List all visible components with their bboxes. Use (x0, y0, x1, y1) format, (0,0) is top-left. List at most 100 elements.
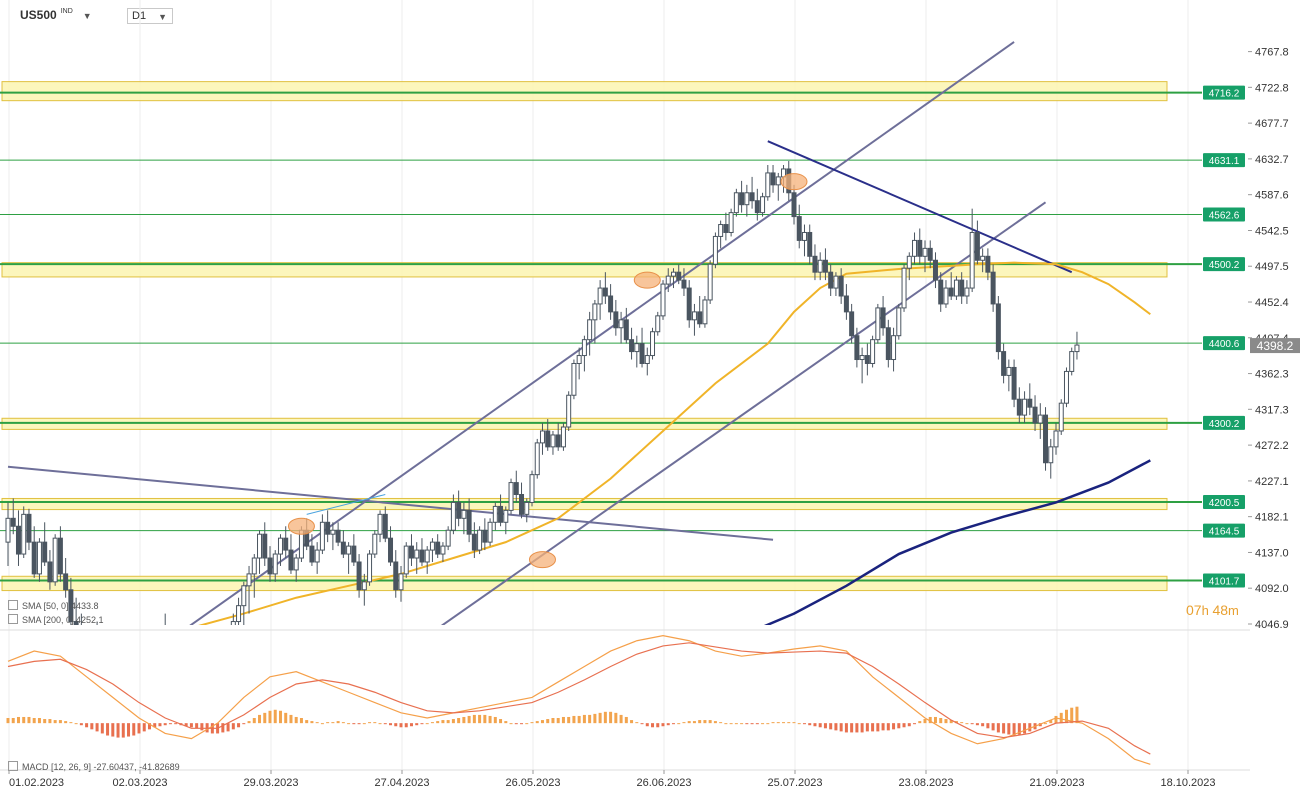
candle (1022, 391, 1028, 424)
candle (85, 637, 89, 677)
candle (550, 430, 556, 455)
candle-body (513, 482, 519, 495)
candle (634, 335, 640, 368)
macd-histogram-bar (530, 722, 534, 724)
candle (277, 534, 283, 566)
macd-histogram-bar (43, 719, 47, 724)
candle (854, 327, 860, 368)
chevron-down-icon: ▼ (158, 12, 168, 22)
macd-histogram-bar (839, 723, 843, 732)
trendline (306, 494, 386, 515)
candle (419, 538, 425, 566)
touch-marker (780, 173, 808, 191)
macd-histogram-bar (341, 722, 345, 724)
candle-body (681, 279, 687, 289)
level-badge-bg (1203, 573, 1245, 588)
candle-body (644, 355, 650, 364)
level-badge-label: 4400.6 (1209, 339, 1240, 350)
candle (503, 506, 509, 535)
symbol-selector[interactable]: US500 IND ▼ (20, 8, 92, 22)
candle (246, 565, 252, 614)
candle-body (330, 529, 336, 535)
macd-histogram-bar (671, 723, 675, 725)
macd-histogram-bar (64, 721, 68, 724)
candle-body (216, 665, 220, 681)
candle (424, 546, 430, 574)
candle (644, 347, 650, 376)
macd-histogram-bar (457, 718, 461, 724)
candle-body (461, 509, 467, 519)
level-badge-bg (1203, 415, 1245, 430)
timeframe-selector[interactable]: D1 ▼ (127, 8, 174, 24)
candle-body (424, 549, 430, 563)
candle (948, 272, 954, 300)
time-tick-label: 21.09.2023 (1029, 777, 1084, 789)
candle (5, 502, 11, 566)
candle-countdown: 07h 48m (1186, 602, 1239, 618)
level-badge-bg (1203, 153, 1245, 168)
candle-body (539, 430, 545, 444)
macd-histogram-bar (48, 719, 52, 724)
level-badge-4101.7: 4101.7 (1203, 573, 1245, 588)
level-badge-4631.1: 4631.1 (1203, 153, 1245, 168)
candle-body (15, 525, 21, 555)
candle-body (1032, 406, 1038, 424)
macd-legend-text: MACD [12, 26, 9] -27.60437, -41.82689 (22, 762, 180, 772)
candle (519, 482, 525, 519)
macd-histogram-bar (90, 723, 94, 730)
macd-histogram-bar (462, 716, 466, 724)
candle-body (707, 263, 713, 301)
candle (990, 264, 996, 312)
candle (739, 180, 745, 213)
candle (723, 212, 729, 241)
moving-averages (198, 261, 1151, 625)
macd-histogram-bar (761, 723, 765, 725)
candle (864, 343, 870, 376)
candle (42, 522, 48, 566)
timeframe-label: D1 (132, 10, 147, 22)
zone-4500.2 (1, 262, 1168, 278)
macd-histogram-bar (226, 723, 230, 732)
macd-histogram-bar (871, 723, 875, 732)
candle-body (665, 275, 671, 285)
candle (52, 534, 58, 586)
macd-histogram-bar (310, 721, 314, 724)
candle (210, 661, 214, 701)
macd-histogram-bar (326, 722, 330, 724)
level-badge-4164.5: 4164.5 (1203, 523, 1245, 538)
level-badge-bg (1203, 495, 1245, 510)
macd-histogram-bar (850, 723, 854, 733)
sma50-legend[interactable]: SMA [50, 0] 4433.8 (8, 600, 99, 611)
candle-body (1016, 398, 1022, 416)
candle-body (754, 200, 760, 214)
level-badge-label: 4300.2 (1209, 419, 1240, 430)
macd-histogram-bar (996, 723, 1000, 733)
candle-body (1074, 344, 1080, 353)
candle-body (948, 287, 954, 297)
macd-histogram-bar (687, 721, 691, 724)
candle (534, 438, 540, 479)
candle-body (346, 545, 352, 555)
macd-legend[interactable]: MACD [12, 26, 9] -27.60437, -41.82689 (8, 761, 180, 772)
candle (288, 534, 294, 574)
trendlines (7, 41, 1073, 625)
candle-body (854, 335, 860, 361)
sma50-legend-text: SMA [50, 0] 4433.8 (22, 601, 99, 611)
candle (111, 645, 115, 693)
sma200-legend[interactable]: SMA [200, 0] 4252.1 (8, 614, 104, 625)
candle-body (445, 529, 451, 547)
macd-histogram-bar (1028, 723, 1032, 732)
candle-body (351, 545, 357, 563)
candle (849, 303, 855, 344)
price-tick-label: 4632.7 (1255, 154, 1289, 166)
candle-body (5, 517, 11, 543)
macd-histogram-bar (1012, 723, 1016, 736)
candle (189, 669, 193, 717)
candle-body (73, 621, 79, 625)
macd-histogram-bar (32, 718, 36, 724)
macd-histogram-bar (708, 720, 712, 724)
candle (728, 208, 734, 237)
candle-body (158, 633, 162, 661)
candle (676, 264, 682, 285)
